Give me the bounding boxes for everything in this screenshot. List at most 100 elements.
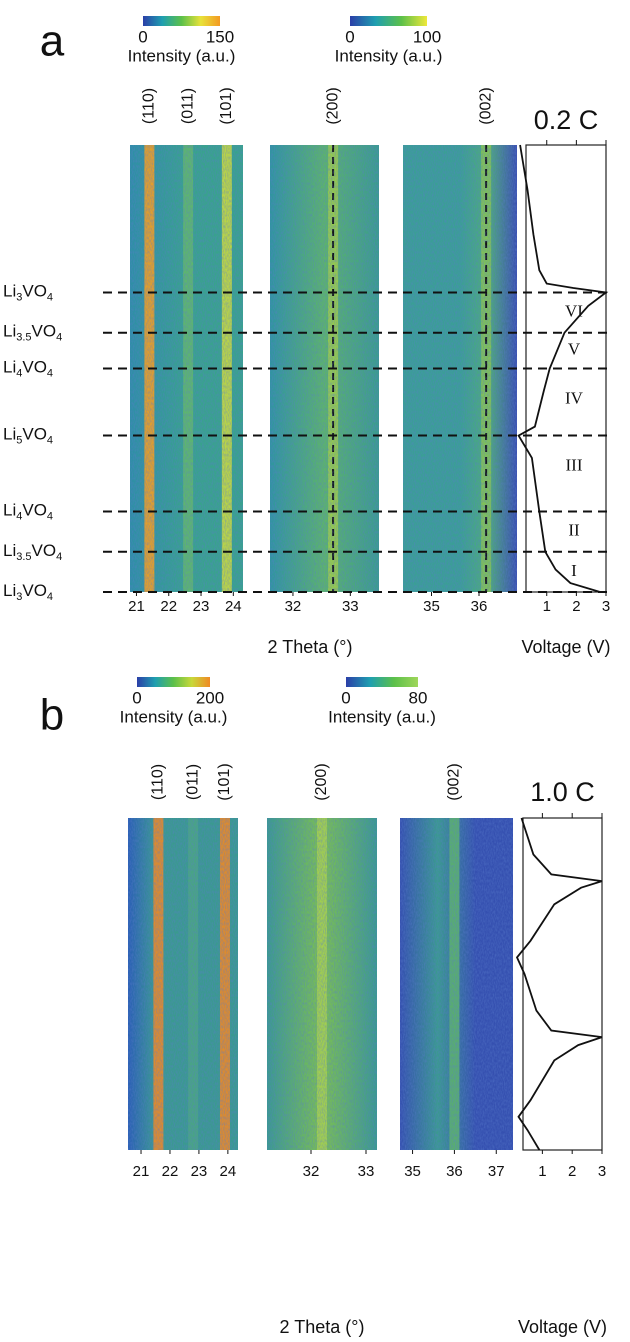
phase-label: Li3.5VO4	[3, 322, 62, 343]
peak-label: (200)	[324, 87, 341, 124]
phase-label-part: Li	[3, 501, 16, 520]
x-tick-label: 35	[423, 598, 440, 615]
phase-label-part: 3	[16, 591, 22, 603]
region-label: III	[566, 456, 583, 475]
phase-label: Li3VO4	[3, 282, 53, 303]
region-label: VI	[565, 302, 583, 321]
x-tick-label: 2	[572, 598, 580, 615]
phase-label-part: 4	[47, 291, 53, 303]
x-tick-label: 24	[225, 598, 242, 615]
phase-label-part: 4	[47, 434, 53, 446]
colorbar-label: Intensity (a.u.)	[328, 707, 436, 726]
colorbar-label: Intensity (a.u.)	[128, 46, 236, 65]
x-tick-label: 21	[133, 1163, 150, 1180]
phase-label-part: VO	[32, 541, 57, 560]
x-tick-label: 23	[193, 598, 210, 615]
phase-label-part: 4	[16, 367, 22, 379]
x-tick-label: 24	[220, 1163, 237, 1180]
peak-label: (110)	[141, 88, 158, 124]
x-axis-label: 2 Theta (°)	[268, 637, 353, 657]
peak-label: (011)	[184, 764, 201, 800]
phase-label-part: 4	[47, 367, 53, 379]
peak-label: (002)	[446, 763, 463, 800]
colorbar-tick-label: 80	[409, 688, 428, 707]
phase-label-part: Li	[3, 541, 16, 560]
x-tick-label: 1	[538, 1163, 546, 1180]
x-tick-label: 22	[160, 598, 177, 615]
phase-label-part: 3.5	[16, 332, 31, 344]
phase-label-part: 4	[16, 510, 22, 522]
x-axis-label: 2 Theta (°)	[280, 1317, 365, 1337]
phase-label-part: 4	[47, 591, 53, 603]
phase-label-part: VO	[22, 282, 47, 301]
voltage-frame	[522, 817, 603, 1151]
peak-label: (200)	[313, 763, 330, 800]
phase-label-part: VO	[22, 358, 47, 377]
phase-label-part: Li	[3, 581, 16, 600]
phase-label-part: Li	[3, 425, 16, 444]
colorbar-tick-label: 0	[345, 27, 354, 46]
colorbar	[346, 677, 418, 687]
phase-label: Li5VO4	[3, 425, 53, 446]
phase-label-part: 4	[47, 510, 53, 522]
phase-label-part: 4	[56, 551, 62, 563]
phase-label-part: VO	[32, 322, 57, 341]
region-label: I	[571, 561, 577, 580]
colorbar-tick-label: 150	[206, 27, 234, 46]
colorbar-tick-label: 200	[196, 688, 224, 707]
x-tick-label: 2	[568, 1163, 576, 1180]
phase-label: Li3.5VO4	[3, 541, 62, 562]
noise	[128, 818, 238, 1150]
phase-label-part: Li	[3, 358, 16, 377]
phase-label: Li4VO4	[3, 358, 53, 379]
panel-letter: b	[40, 691, 64, 740]
colorbar-tick-label: 0	[132, 688, 141, 707]
x-tick-label: 37	[488, 1163, 505, 1180]
x-tick-label: 3	[602, 598, 610, 615]
region-label: IV	[565, 389, 584, 408]
x-tick-label: 33	[358, 1163, 375, 1180]
colorbar	[137, 677, 210, 687]
phase-label-part: VO	[22, 581, 47, 600]
colorbar-tick-label: 0	[138, 27, 147, 46]
rate-label: 0.2 C	[534, 105, 599, 135]
peak-label: (011)	[179, 88, 196, 124]
x-tick-label: 32	[285, 598, 302, 615]
colorbar-tick-label: 0	[341, 688, 350, 707]
peak-label: (002)	[477, 87, 494, 124]
x-tick-label: 22	[162, 1163, 179, 1180]
x-axis-label: Voltage (V)	[521, 637, 610, 657]
colorbar-label: Intensity (a.u.)	[335, 46, 443, 65]
noise	[400, 818, 513, 1150]
x-tick-label: 32	[303, 1163, 320, 1180]
x-tick-label: 3	[598, 1163, 606, 1180]
phase-label-part: VO	[22, 425, 47, 444]
colorbar-tick-label: 100	[413, 27, 441, 46]
phase-label-part: 5	[16, 434, 22, 446]
x-tick-label: 36	[471, 598, 488, 615]
phase-label-part: Li	[3, 322, 16, 341]
x-tick-label: 23	[191, 1163, 208, 1180]
phase-label: Li3VO4	[3, 581, 53, 602]
region-label: II	[568, 521, 580, 540]
phase-label-part: Li	[3, 282, 16, 301]
x-tick-label: 33	[342, 598, 359, 615]
peak-label: (110)	[150, 764, 167, 800]
panel-letter: a	[40, 17, 65, 66]
rate-label: 1.0 C	[530, 777, 595, 807]
phase-label-part: 3.5	[16, 551, 31, 563]
peak-label: (101)	[218, 87, 235, 124]
phase-label-part: VO	[22, 501, 47, 520]
colorbar-label: Intensity (a.u.)	[120, 707, 228, 726]
colorbar	[143, 16, 220, 26]
voltage-curve	[515, 817, 603, 1151]
x-tick-label: 36	[446, 1163, 463, 1180]
colorbar	[350, 16, 427, 26]
noise	[267, 818, 377, 1150]
x-tick-label: 1	[543, 598, 551, 615]
x-axis-label: Voltage (V)	[518, 1317, 607, 1337]
phase-label-part: 3	[16, 291, 22, 303]
x-tick-label: 21	[128, 598, 145, 615]
phase-label: Li4VO4	[3, 501, 53, 522]
